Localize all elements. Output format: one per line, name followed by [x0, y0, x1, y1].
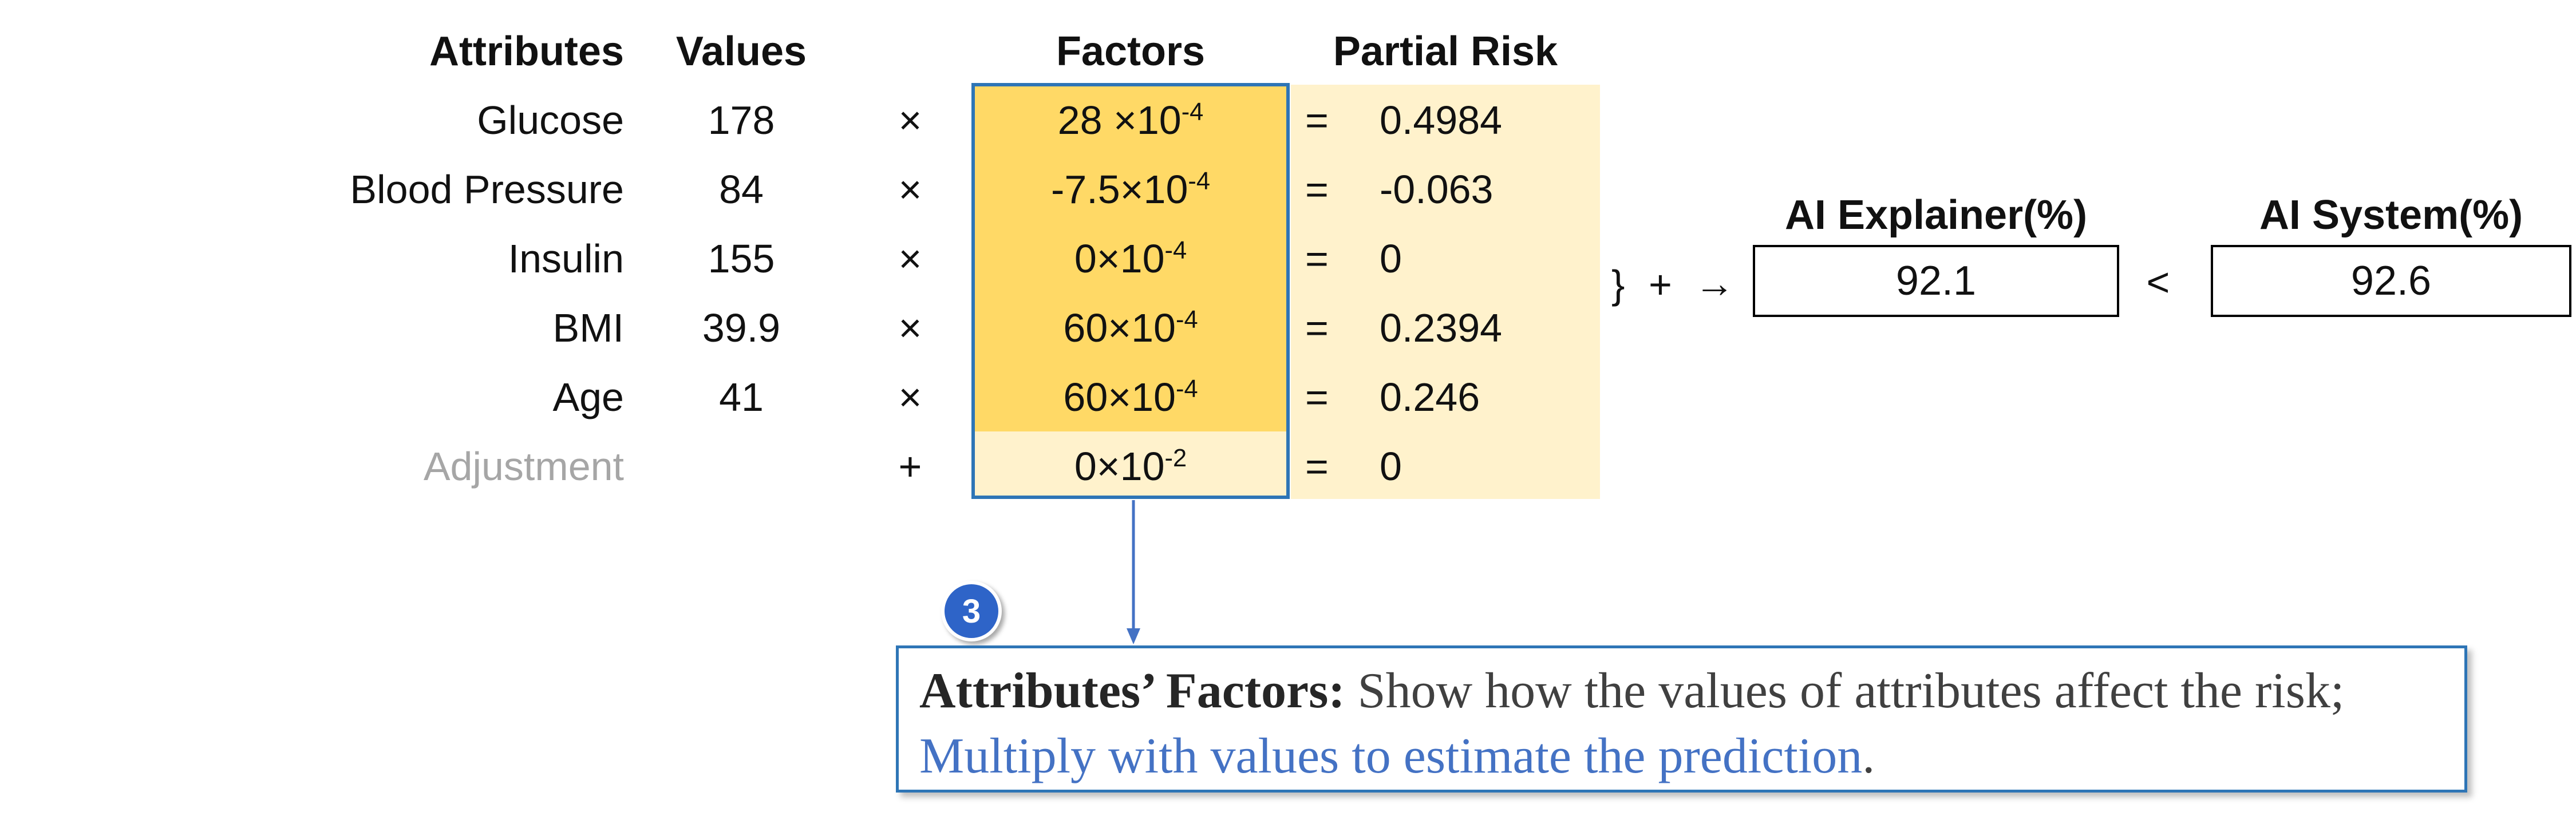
- partial-risk-value: 0: [1380, 444, 1402, 489]
- factors-frame: [971, 83, 1290, 499]
- attribute-label: BMI: [552, 306, 624, 350]
- equals-sign: =: [1305, 236, 1329, 281]
- attribute-value: 155: [708, 236, 775, 281]
- multiply-sign: ×: [898, 236, 922, 281]
- factor-value: 60×10-4: [1063, 306, 1198, 350]
- attribute-value: 41: [719, 375, 764, 419]
- ai-system-value: 92.6: [2350, 258, 2432, 304]
- multiply-sign: ×: [898, 306, 922, 350]
- multiply-sign: ×: [898, 98, 922, 142]
- plus-sign: +: [898, 444, 922, 489]
- attributes-header: Attributes: [429, 29, 624, 74]
- attribute-label: Insulin: [508, 236, 624, 281]
- multiply-sign: ×: [898, 167, 922, 212]
- factor-value: 60×10-4: [1063, 375, 1198, 419]
- adjustment-label: Adjustment: [423, 444, 624, 489]
- closing-brace: }: [1611, 262, 1625, 307]
- ai-system-label: AI System(%): [2259, 192, 2523, 238]
- attribute-label: Age: [552, 375, 624, 419]
- step-badge: 3: [941, 581, 1002, 641]
- ai-system-box: 92.6: [2211, 245, 2571, 317]
- factor-value: 0×10-2: [1074, 444, 1187, 489]
- callout-period: .: [1862, 728, 1875, 785]
- ai-explainer-value: 92.1: [1895, 258, 1977, 304]
- explanation-callout: Attributes’ Factors: Show how the values…: [896, 645, 2467, 793]
- partial-risk-value: 0.2394: [1380, 306, 1503, 350]
- values-header: Values: [675, 29, 807, 74]
- arrowhead-icon: [1127, 628, 1140, 644]
- multiply-sign: ×: [898, 375, 922, 419]
- equals-sign: =: [1305, 167, 1329, 212]
- factor-value: 28 ×10-4: [1057, 98, 1204, 142]
- factor-value: 0×10-4: [1074, 236, 1187, 281]
- ai-explainer-box: 92.1: [1753, 245, 2119, 317]
- factors-header: Factors: [1056, 29, 1206, 74]
- adjustment-factor-background: [973, 431, 1288, 499]
- partial-risk-background: [1291, 85, 1600, 499]
- factor-value: -7.5×10-4: [1051, 167, 1210, 212]
- attribute-value: 39.9: [702, 306, 781, 350]
- equals-sign: =: [1305, 444, 1329, 489]
- factors-highlight: [973, 85, 1288, 431]
- attribute-label: Blood Pressure: [350, 167, 624, 212]
- attribute-value: 84: [719, 167, 764, 212]
- arrow-icon: →: [1694, 261, 1735, 306]
- callout-highlight: Multiply with values to estimate the pre…: [919, 728, 1863, 785]
- callout-connector: [1127, 500, 1140, 644]
- callout-text: Show how the values of attributes affect…: [1345, 663, 2345, 719]
- partial-risk-value: -0.063: [1380, 167, 1494, 212]
- partial-risk-value: 0.246: [1380, 375, 1480, 419]
- equals-sign: =: [1305, 306, 1329, 350]
- sum-plus-sign: +: [1649, 262, 1672, 307]
- callout-title: Attributes’ Factors:: [919, 663, 1345, 719]
- attribute-value: 178: [708, 98, 775, 142]
- partial-risk-value: 0: [1380, 236, 1402, 281]
- partial-risk-header: Partial Risk: [1333, 29, 1558, 74]
- less-than-sign: <: [2146, 260, 2170, 304]
- ai-explainer-label: AI Explainer(%): [1784, 192, 2088, 238]
- equals-sign: =: [1305, 98, 1329, 142]
- equals-sign: =: [1305, 375, 1329, 419]
- attribute-label: Glucose: [477, 98, 624, 142]
- partial-risk-value: 0.4984: [1380, 98, 1503, 142]
